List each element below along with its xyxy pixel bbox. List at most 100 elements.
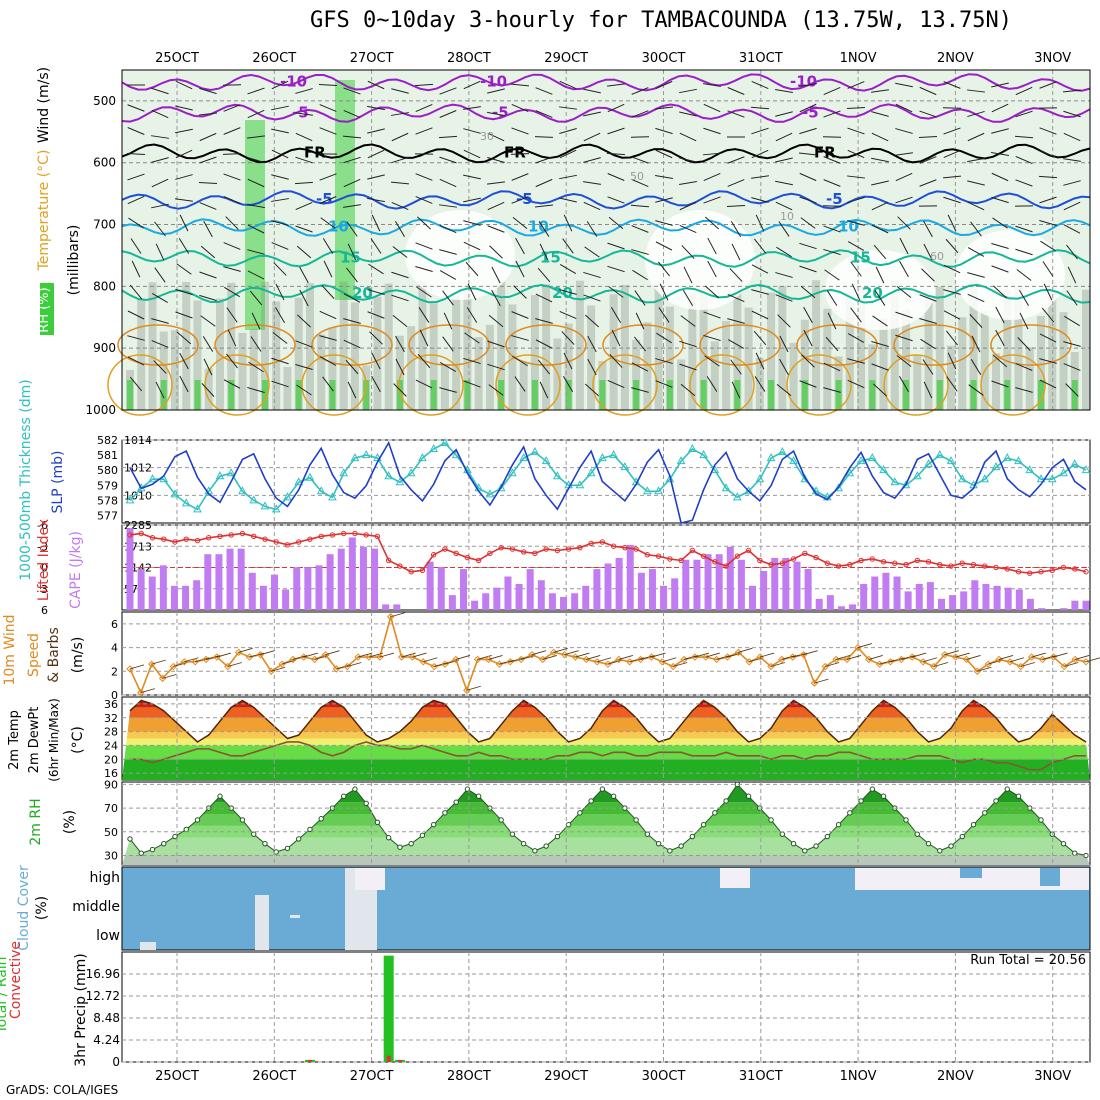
wind-barb — [251, 312, 261, 330]
wind-barb — [1040, 240, 1056, 252]
thickness-point — [294, 477, 304, 486]
wind-barb — [770, 662, 786, 667]
thickness-point — [935, 450, 945, 459]
wind-barb — [224, 286, 240, 298]
lifted-point — [363, 532, 369, 538]
wind-barb — [238, 647, 253, 653]
wind-barb — [730, 221, 742, 237]
lifted-point — [554, 547, 561, 554]
lifted-point — [655, 553, 662, 559]
rh-shade — [587, 305, 596, 410]
wind-barb — [415, 127, 433, 135]
date-label-top: 26OCT — [252, 51, 296, 66]
wind-barb — [799, 127, 817, 135]
wind-barb — [227, 662, 242, 667]
rh-point — [1015, 793, 1022, 799]
thickness-point — [688, 443, 697, 453]
wind-speed-point — [995, 655, 1003, 664]
temp2m-units-label: (°C) — [70, 726, 86, 754]
wind-speed-point — [908, 653, 916, 661]
wind-barb — [943, 289, 961, 295]
wind-barb — [281, 659, 297, 665]
wind-barb — [346, 267, 358, 283]
date-label-top: 30OCT — [642, 51, 686, 66]
wind-barb — [703, 334, 721, 342]
wind-barb — [535, 87, 553, 95]
wind-barb — [610, 307, 622, 323]
rh-shade — [182, 282, 191, 410]
rh-shade — [643, 322, 652, 410]
wind-barb — [918, 136, 938, 138]
wind-barb — [631, 387, 649, 393]
wind-barb — [299, 266, 309, 284]
rh-point — [847, 810, 853, 816]
isotherm-line — [121, 190, 1091, 210]
wind-barb — [1039, 196, 1057, 204]
wind-speed-point — [539, 655, 547, 664]
isotherm-label: 20 — [862, 284, 883, 302]
rh-shade — [508, 304, 517, 410]
cape-bar — [359, 546, 367, 610]
wind-barb — [850, 261, 862, 277]
wind-speed-point — [376, 653, 384, 661]
thickness-point — [901, 480, 911, 489]
rh-shade — [350, 302, 359, 410]
wind-barb — [875, 266, 885, 284]
wind-barb — [609, 354, 623, 368]
wind-speed-point — [593, 658, 601, 666]
wind-barb — [659, 283, 669, 301]
wind-barb — [464, 332, 480, 344]
cape-bar — [693, 559, 701, 610]
cape-bar — [760, 570, 768, 610]
rh-shade — [958, 317, 967, 410]
wind-barb — [799, 172, 817, 182]
wind-barb — [754, 376, 766, 392]
rh-shade — [665, 306, 674, 410]
wind-barb — [322, 238, 334, 254]
rh-point — [768, 817, 774, 823]
wind-barb — [559, 80, 577, 90]
cape-bar — [448, 595, 456, 610]
wind-barb — [679, 180, 697, 186]
lifted-point — [790, 556, 797, 562]
isotherm-loop — [505, 324, 587, 366]
wind-barb — [416, 286, 432, 298]
wind-barb — [415, 173, 433, 181]
wind-barb — [222, 153, 242, 155]
wind-barb — [895, 172, 913, 182]
rh-shade — [485, 324, 494, 410]
wind-barb — [511, 335, 529, 341]
wind-barb — [127, 104, 145, 112]
isotherm-loop — [689, 354, 755, 416]
wind-barb — [415, 379, 433, 389]
y-tick-label: 581 — [97, 449, 118, 462]
thickness-point — [193, 504, 202, 513]
date-label-top: 3NOV — [1034, 51, 1071, 66]
rh-shade — [654, 280, 663, 410]
date-label-bottom: 30OCT — [642, 1069, 686, 1084]
wind-barb — [631, 87, 649, 95]
rh-shade — [384, 283, 393, 410]
rh-point — [1004, 786, 1010, 792]
wind-barb — [199, 132, 217, 142]
wind-barb — [655, 380, 673, 388]
wind-barb — [607, 379, 625, 389]
wind-barb — [272, 332, 288, 344]
wind-speed-point — [549, 648, 558, 657]
wind-barb — [510, 657, 525, 663]
wind-barb — [895, 152, 913, 156]
rh-shade — [575, 280, 584, 410]
wind-barb — [947, 214, 957, 232]
rh-shade-green — [363, 380, 370, 410]
wind-barb — [823, 248, 841, 256]
rh-shade-green — [1071, 380, 1078, 410]
wind-barb — [871, 201, 889, 211]
wind-barb — [942, 175, 962, 179]
lifted-point — [419, 567, 426, 574]
lifted-point — [993, 564, 999, 571]
isotherm-loop — [107, 354, 173, 416]
wind-barb — [129, 664, 145, 670]
rh-shade-green — [261, 380, 268, 410]
isotherm-loop — [311, 324, 393, 366]
wind-barb — [991, 265, 1009, 273]
